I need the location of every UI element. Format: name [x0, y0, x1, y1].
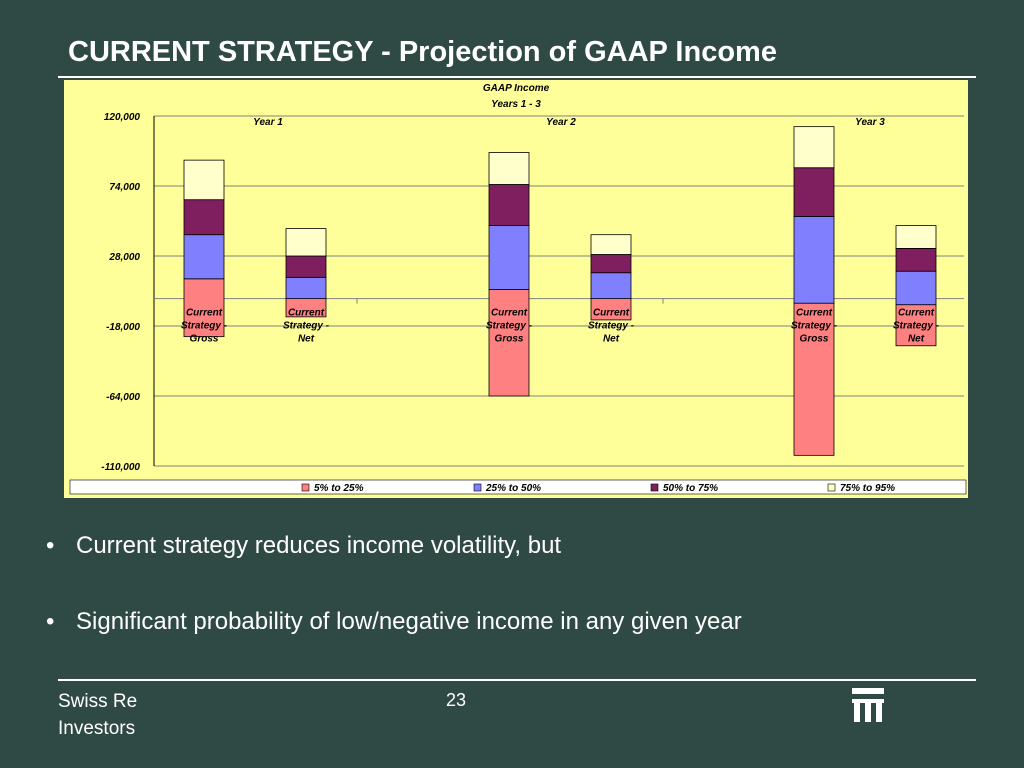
chart-svg: GAAP Income Years 1 - 3 120,000 74,000 28,00… [64, 80, 968, 498]
footer-company: Swiss Re Investors [58, 691, 138, 739]
bar-segment-2 [488, 225, 530, 290]
bar-segment-2 [895, 270, 937, 306]
bar-segment-3 [793, 167, 835, 217]
bar-segment-1 [793, 302, 835, 456]
bar-segment-4 [793, 126, 835, 169]
title-divider [58, 76, 976, 78]
y-tick-label: 120,000 [104, 112, 141, 123]
y-tick-label: -64,000 [106, 392, 140, 403]
bullet-item: • Significant probability of low/negative… [44, 608, 742, 636]
category-label: Current Strategy -Gross [486, 308, 533, 345]
bar-segment-3 [183, 199, 225, 236]
bar-segment-1 [488, 289, 530, 397]
legend-swatch [473, 483, 482, 492]
legend-box [69, 479, 967, 495]
y-tick-label: 28,000 [108, 252, 140, 263]
legend-label: 75% to 95% [840, 483, 895, 494]
bar-segment-1 [183, 278, 225, 338]
y-tick-label: 74,000 [109, 182, 140, 193]
y-tick-label: -18,000 [106, 322, 140, 333]
chart-title: GAAP Income [483, 83, 550, 94]
category-label: Current Strategy -Gross [791, 308, 838, 345]
group-label: Year 3 [855, 117, 885, 128]
y-tick-label: -110,000 [101, 462, 140, 473]
page-number: 23 [446, 690, 467, 710]
chart-subtitle: Years 1 - 3 [491, 99, 541, 110]
bar-segment-4 [488, 152, 530, 185]
bar-segment-3 [488, 184, 530, 226]
footer-divider [58, 679, 976, 681]
group-label: Year 1 [253, 117, 283, 128]
bullet-item: • Current strategy reduces income volatil… [44, 532, 742, 560]
category-label: Current Strategy -Net [283, 308, 330, 345]
bar-segment-3 [285, 255, 327, 278]
legend-swatch [301, 483, 310, 492]
bar-segment-2 [183, 234, 225, 280]
category-label: Current Strategy -Net [588, 308, 635, 345]
bar-segment-2 [285, 276, 327, 300]
bullet-icon: • [46, 532, 55, 559]
bullet-list: • Current strategy reduces income volatil… [44, 532, 742, 636]
bullet-text: Significant probability of low/negative … [76, 608, 742, 635]
bar-segment-2 [793, 216, 835, 304]
category-label: Current Strategy -Net [893, 308, 940, 345]
bar-segment-4 [895, 225, 937, 249]
bar-segment-4 [285, 228, 327, 257]
group-label: Year 2 [546, 117, 576, 128]
legend-label: 50% to 75% [663, 483, 718, 494]
bar-segment-3 [895, 247, 937, 272]
gaap-income-chart: GAAP Income Years 1 - 3 120,000 74,000 28,00… [64, 80, 968, 498]
legend-swatch [827, 483, 836, 492]
legend-swatch [650, 483, 659, 492]
bar-segment-3 [590, 254, 632, 274]
slide-title: CURRENT STRATEGY - Projection of GAAP In… [68, 36, 777, 68]
bullet-icon: • [46, 608, 55, 635]
bullet-text: Current strategy reduces income volatili… [76, 532, 562, 559]
legend-label: 25% to 50% [485, 483, 541, 494]
legend-label: 5% to 25% [314, 483, 364, 494]
bar-segment-1 [895, 304, 937, 347]
swiss-re-logo-icon [852, 688, 884, 722]
bar-segment-2 [590, 272, 632, 300]
bar-segment-4 [183, 159, 225, 201]
bar-segment-4 [590, 234, 632, 255]
category-label: Current Strategy -Gross [181, 308, 228, 345]
